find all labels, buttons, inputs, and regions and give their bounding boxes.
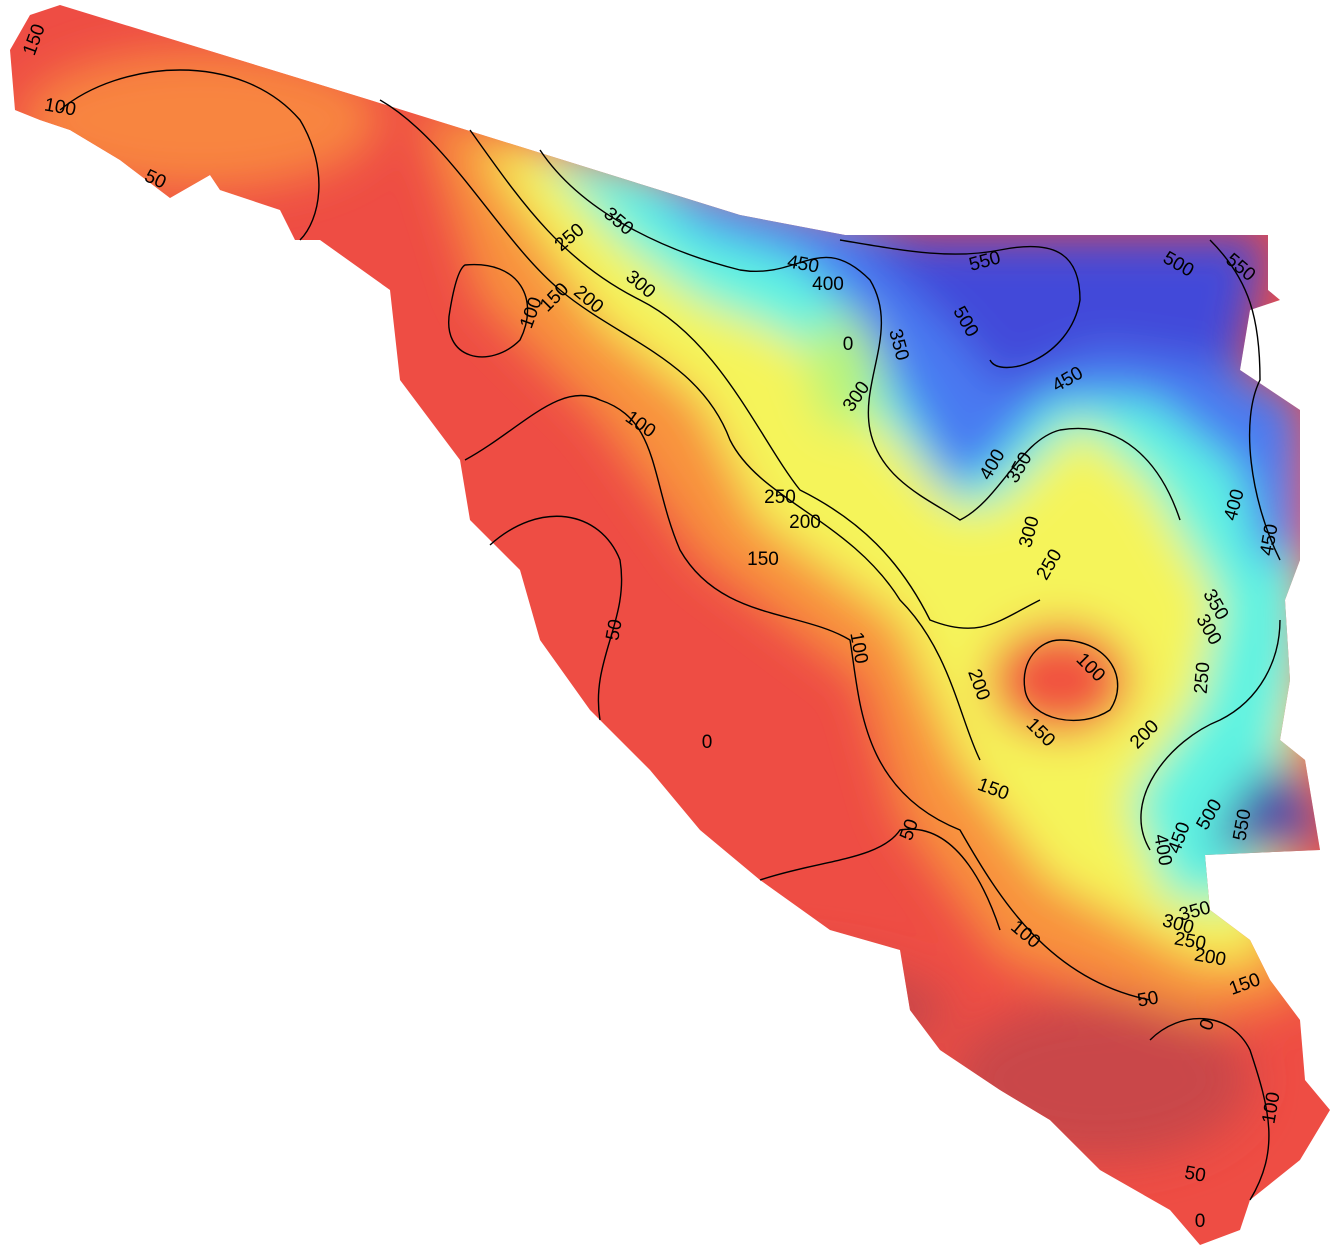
contour-label: 50 [1136,987,1160,1011]
contour-label: 0 [702,732,713,753]
contour-label: 50 [1183,1162,1207,1186]
contour-lines [59,69,1281,1201]
contour-label: 400 [812,274,844,295]
contour-label: 0 [843,334,854,355]
contour-label: 250 [1191,661,1215,694]
contour-label: 0 [1195,1211,1206,1232]
contour-label: 250 [764,487,796,508]
contour-label: 50 [602,618,626,642]
contour-label: 150 [747,549,779,570]
contour-label: 200 [789,512,821,533]
